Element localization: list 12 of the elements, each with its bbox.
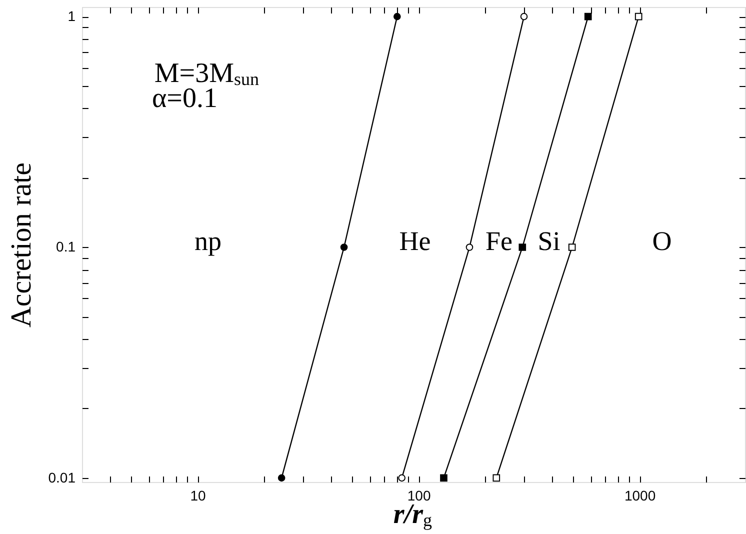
annotation: np: [194, 226, 222, 256]
y-tick-label: 0.01: [48, 469, 76, 486]
x-tick-label: 100: [407, 488, 431, 504]
x-tick-label: 1000: [624, 488, 656, 504]
x-tick-label: 10: [190, 488, 206, 504]
y-tick-label: 0.1: [56, 238, 76, 255]
annotation: Si: [538, 226, 560, 256]
y-tick-label: 1: [68, 8, 76, 24]
y-axis-title: Accretion rate: [5, 162, 38, 328]
annotation: O: [652, 226, 672, 256]
annotation: Fe: [486, 226, 513, 256]
annotation: He: [399, 226, 431, 256]
